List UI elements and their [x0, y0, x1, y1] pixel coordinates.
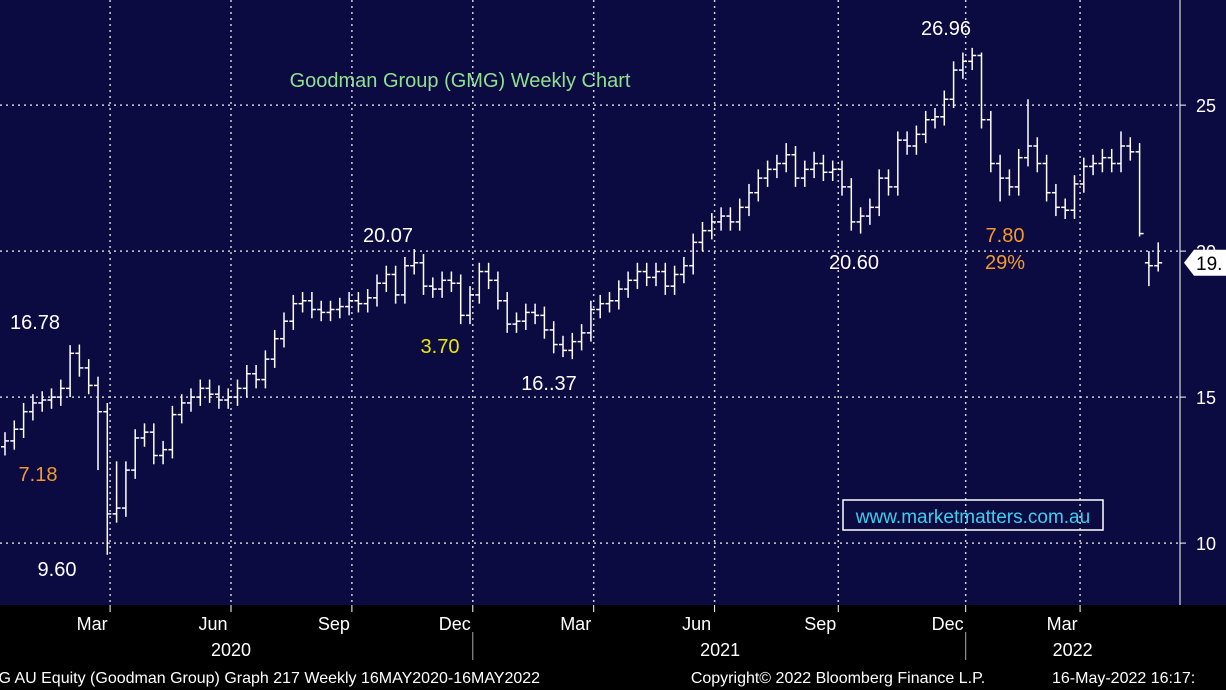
year-label: 2020 — [211, 640, 251, 660]
annotation: 16..37 — [521, 373, 577, 395]
annotation: 26.96 — [921, 18, 971, 40]
year-label: 2021 — [700, 640, 740, 660]
x-tick-label: Dec — [932, 614, 964, 634]
plot-background — [0, 0, 1226, 605]
annotation: 7.18 — [19, 464, 58, 486]
annotation: 9.60 — [38, 559, 77, 581]
chart-title: Goodman Group (GMG) Weekly Chart — [290, 70, 631, 92]
footer-background — [0, 605, 1226, 690]
annotation: 3.70 — [421, 336, 460, 358]
x-tick-label: Sep — [804, 614, 836, 634]
last-price-label: 19. — [1196, 254, 1222, 275]
footer-text: 16-May-2022 16:17: — [1052, 670, 1195, 687]
footer-text: Copyright© 2022 Bloomberg Finance L.P. — [691, 670, 985, 687]
x-tick-label: Sep — [318, 614, 350, 634]
annotation: 7.80 — [986, 225, 1025, 247]
x-tick-label: Jun — [198, 614, 227, 634]
x-tick-label: Mar — [560, 614, 591, 634]
annotation: 20.60 — [829, 252, 879, 274]
annotation: 29% — [985, 252, 1025, 274]
year-label: 2022 — [1053, 640, 1093, 660]
y-tick-label: 10 — [1196, 534, 1216, 554]
x-tick-label: Jun — [682, 614, 711, 634]
watermark-box — [842, 499, 1104, 531]
x-tick-label: Mar — [1047, 614, 1078, 634]
x-tick-label: Dec — [439, 614, 471, 634]
annotation: 20.07 — [363, 225, 413, 247]
x-tick-label: Mar — [77, 614, 108, 634]
last-price-box — [1184, 249, 1226, 276]
annotation: 16.78 — [10, 312, 60, 334]
y-tick-label: 15 — [1196, 388, 1216, 408]
watermark: www.marketmatters.com.au — [855, 507, 1090, 528]
footer-text: IG AU Equity (Goodman Group) Graph 217 W… — [0, 670, 540, 687]
y-tick-label: 25 — [1196, 96, 1216, 116]
